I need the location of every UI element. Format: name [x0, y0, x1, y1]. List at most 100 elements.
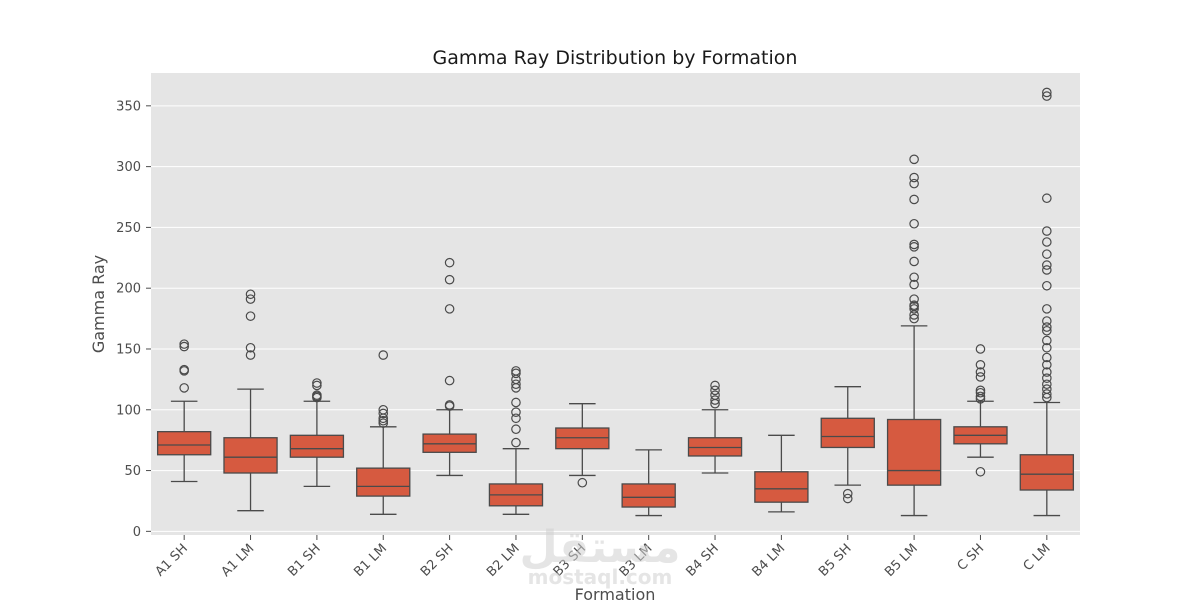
y-tick-label: 350 — [116, 99, 141, 114]
y-tick-label: 250 — [116, 221, 141, 236]
outlier-point — [1042, 193, 1052, 204]
outlier-point — [909, 304, 919, 314]
x-tick-label: B1 SH — [285, 541, 323, 579]
iqr-box — [886, 418, 942, 486]
outlier-point — [1042, 91, 1052, 101]
outlier-point — [909, 300, 919, 311]
box-group — [1019, 87, 1075, 517]
outlier-point — [511, 368, 521, 379]
outlier-point — [378, 404, 389, 415]
outlier-point — [179, 339, 189, 349]
x-tick-label: B2 LM — [484, 541, 523, 580]
box-group — [687, 380, 743, 474]
box-group — [289, 378, 345, 488]
y-axis-title: Gamma Ray — [89, 255, 108, 353]
outlier-point — [710, 395, 720, 405]
iqr-box — [356, 467, 411, 497]
iqr-box — [156, 431, 212, 456]
watermark-latin: mostaql.com — [528, 565, 673, 589]
x-tick-label: B4 LM — [749, 541, 788, 580]
outlier-point — [1042, 373, 1052, 383]
outlier-point — [312, 378, 322, 388]
outlier-point — [245, 350, 256, 360]
outlier-point — [1042, 342, 1052, 353]
outlier-point — [975, 367, 986, 377]
y-axis: 0 50 100 150 200 250 300 350 — [116, 99, 151, 540]
outlier-point — [1042, 379, 1052, 390]
y-tick-label: 100 — [116, 403, 141, 418]
outlier-point — [1042, 249, 1052, 259]
outlier-point — [1042, 384, 1052, 394]
outlier-point — [975, 385, 986, 396]
outlier-point — [1042, 316, 1052, 326]
box-group — [156, 339, 212, 483]
outlier-point — [909, 178, 919, 189]
outlier-point — [511, 424, 521, 435]
iqr-box — [754, 471, 809, 503]
box-group — [754, 434, 809, 513]
outlier-point — [909, 272, 919, 283]
outlier-point — [1042, 322, 1052, 332]
mostaql-watermark: مستقل mostaql.com — [520, 522, 681, 589]
chart-title: Gamma Ray Distribution by Formation — [433, 47, 798, 69]
outlier-point — [444, 304, 455, 314]
outlier-point — [1042, 304, 1052, 314]
box-group — [356, 350, 411, 515]
outlier-point — [710, 385, 720, 396]
outlier-point — [179, 383, 189, 393]
outlier-point — [245, 342, 256, 353]
outlier-point — [842, 488, 853, 499]
outlier-point — [909, 256, 919, 267]
outlier-point — [179, 341, 189, 352]
box-group — [886, 154, 942, 517]
box-group — [422, 257, 477, 477]
outlier-point — [909, 294, 919, 304]
box-group — [223, 289, 278, 512]
y-tick-label: 0 — [133, 525, 141, 540]
outlier-point — [909, 172, 919, 183]
outlier-point — [444, 375, 455, 386]
outlier-point — [511, 437, 521, 448]
outlier-point — [975, 391, 986, 402]
iqr-box — [820, 417, 875, 449]
box-group — [488, 366, 544, 515]
iqr-box — [223, 437, 278, 474]
outlier-point — [1042, 265, 1052, 275]
outlier-point — [312, 380, 322, 391]
outlier-point — [511, 366, 521, 376]
outlier-point — [909, 154, 919, 165]
outlier-point — [1042, 335, 1052, 346]
outlier-point — [511, 379, 521, 390]
iqr-box — [289, 434, 345, 458]
box-group — [621, 449, 676, 517]
y-tick-label: 200 — [116, 282, 141, 297]
outlier-point — [975, 344, 986, 354]
outlier-point — [975, 466, 986, 477]
outlier-point — [1042, 389, 1052, 399]
outlier-point — [975, 359, 986, 370]
x-tick-label: B5 SH — [816, 541, 854, 579]
outlier-point — [1042, 237, 1052, 247]
x-tick-label: C SH — [955, 541, 988, 574]
outlier-point — [511, 407, 521, 418]
outlier-point — [1042, 260, 1052, 270]
outlier-point — [909, 194, 919, 205]
outlier-point — [511, 413, 521, 424]
outlier-point — [444, 257, 455, 268]
outlier-point — [378, 415, 389, 426]
outlier-point — [245, 294, 256, 304]
outlier-point — [179, 364, 189, 375]
outlier-point — [444, 400, 455, 410]
outlier-point — [909, 218, 919, 229]
iqr-box — [1019, 454, 1075, 491]
x-tick-label: B2 SH — [418, 541, 456, 579]
outlier-point — [1042, 325, 1052, 336]
outlier-point — [1042, 367, 1052, 377]
outlier-point — [909, 279, 919, 290]
outlier-point — [1042, 280, 1052, 291]
y-tick-label: 150 — [116, 342, 141, 357]
x-tick-label: B1 LM — [351, 541, 390, 580]
box-group — [820, 386, 875, 504]
outlier-point — [909, 242, 919, 252]
outlier-point — [710, 390, 720, 400]
